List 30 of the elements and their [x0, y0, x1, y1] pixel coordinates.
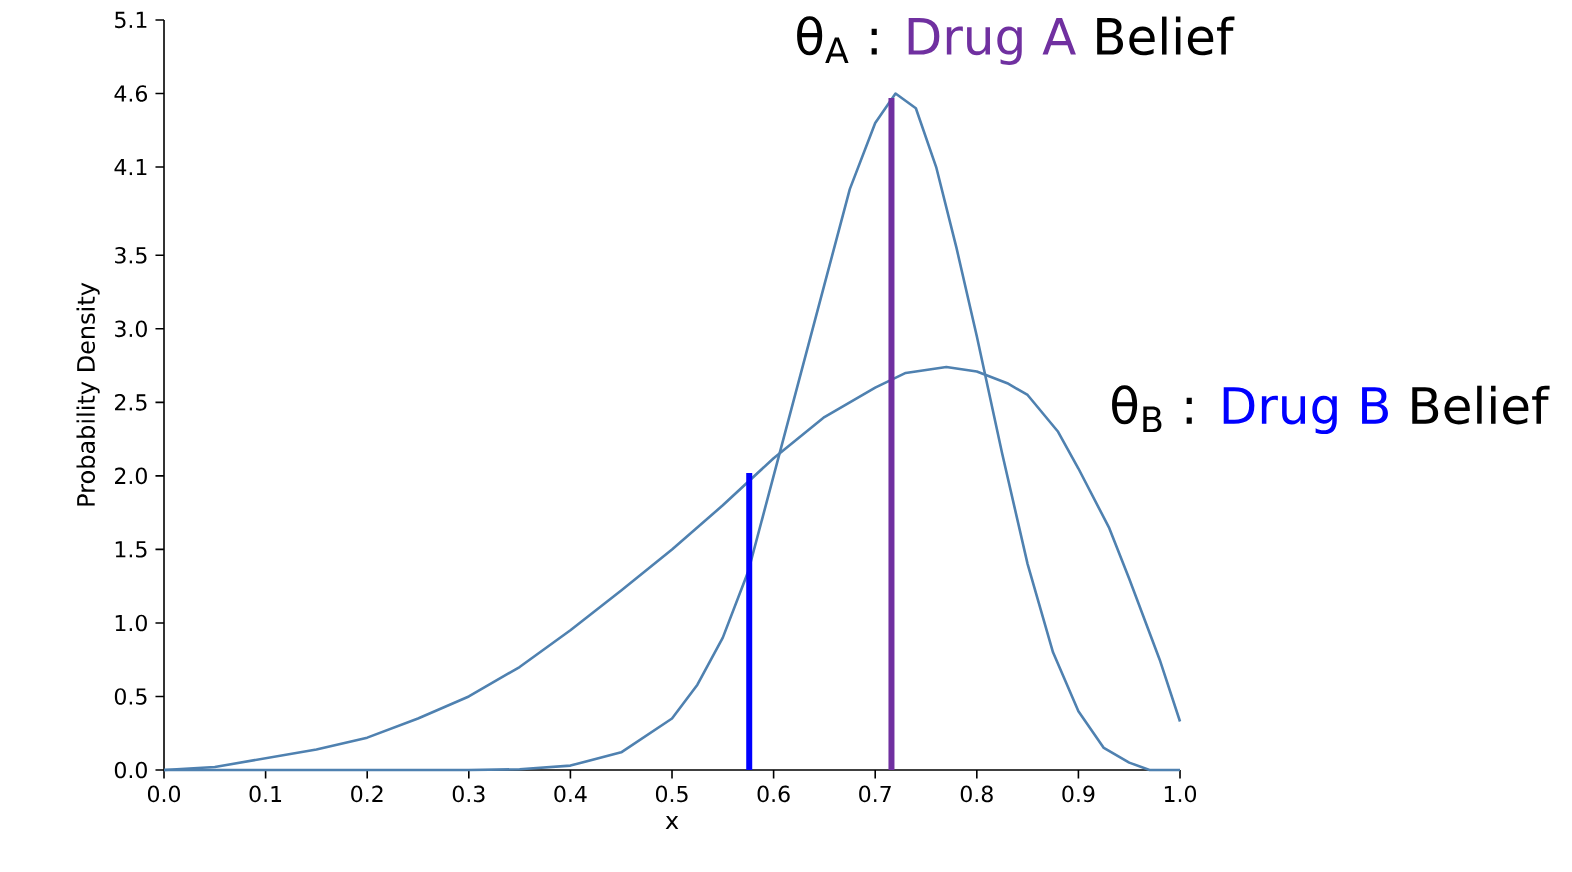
y-tick-label: 4.1: [114, 159, 147, 176]
y-tick-label: 3.5: [115, 246, 147, 264]
y-tick-label: 3.0: [115, 320, 147, 338]
x-tick-label: 0.9: [1062, 785, 1095, 803]
x-axis-title: x: [665, 815, 679, 830]
x-tick-label: 1.0: [1164, 785, 1197, 803]
y-tick-label: 1.0: [115, 614, 147, 632]
y-tick-label: 4.6: [114, 85, 148, 102]
x-tick-label: 0.6: [757, 785, 790, 803]
x-tick-label: 0.8: [960, 785, 993, 803]
series-label: Drug A: [908, 18, 1076, 65]
annotation: θ$_{A}$ :: [797, 16, 877, 63]
x-tick-label: 0.0: [147, 785, 181, 803]
x-tick-label: 0.4: [554, 785, 587, 803]
annotation: θ$_{B}$ :: [1112, 385, 1192, 433]
y-axis-title: Probability Density: [76, 282, 100, 506]
y-tick-label: 0.0: [114, 761, 147, 779]
x-tick-label: 0.2: [351, 785, 383, 803]
y-tick-label: 0.5: [114, 688, 147, 705]
y-tick-label: 2.0: [115, 467, 147, 485]
y-tick-label: 5.1: [115, 11, 147, 29]
annotation: Belief: [1097, 16, 1235, 56]
text: Belief: [1412, 385, 1550, 425]
x-tick-label: 0.7: [859, 785, 891, 803]
text: Drug B: [1223, 387, 1388, 435]
y-tick-label: 2.5: [115, 394, 147, 411]
y-tick-label: 1.5: [115, 541, 147, 558]
x-tick-label: 0.1: [249, 785, 282, 803]
x-tick-label: 0.5: [655, 785, 688, 803]
x-tick-label: 0.3: [452, 785, 485, 803]
